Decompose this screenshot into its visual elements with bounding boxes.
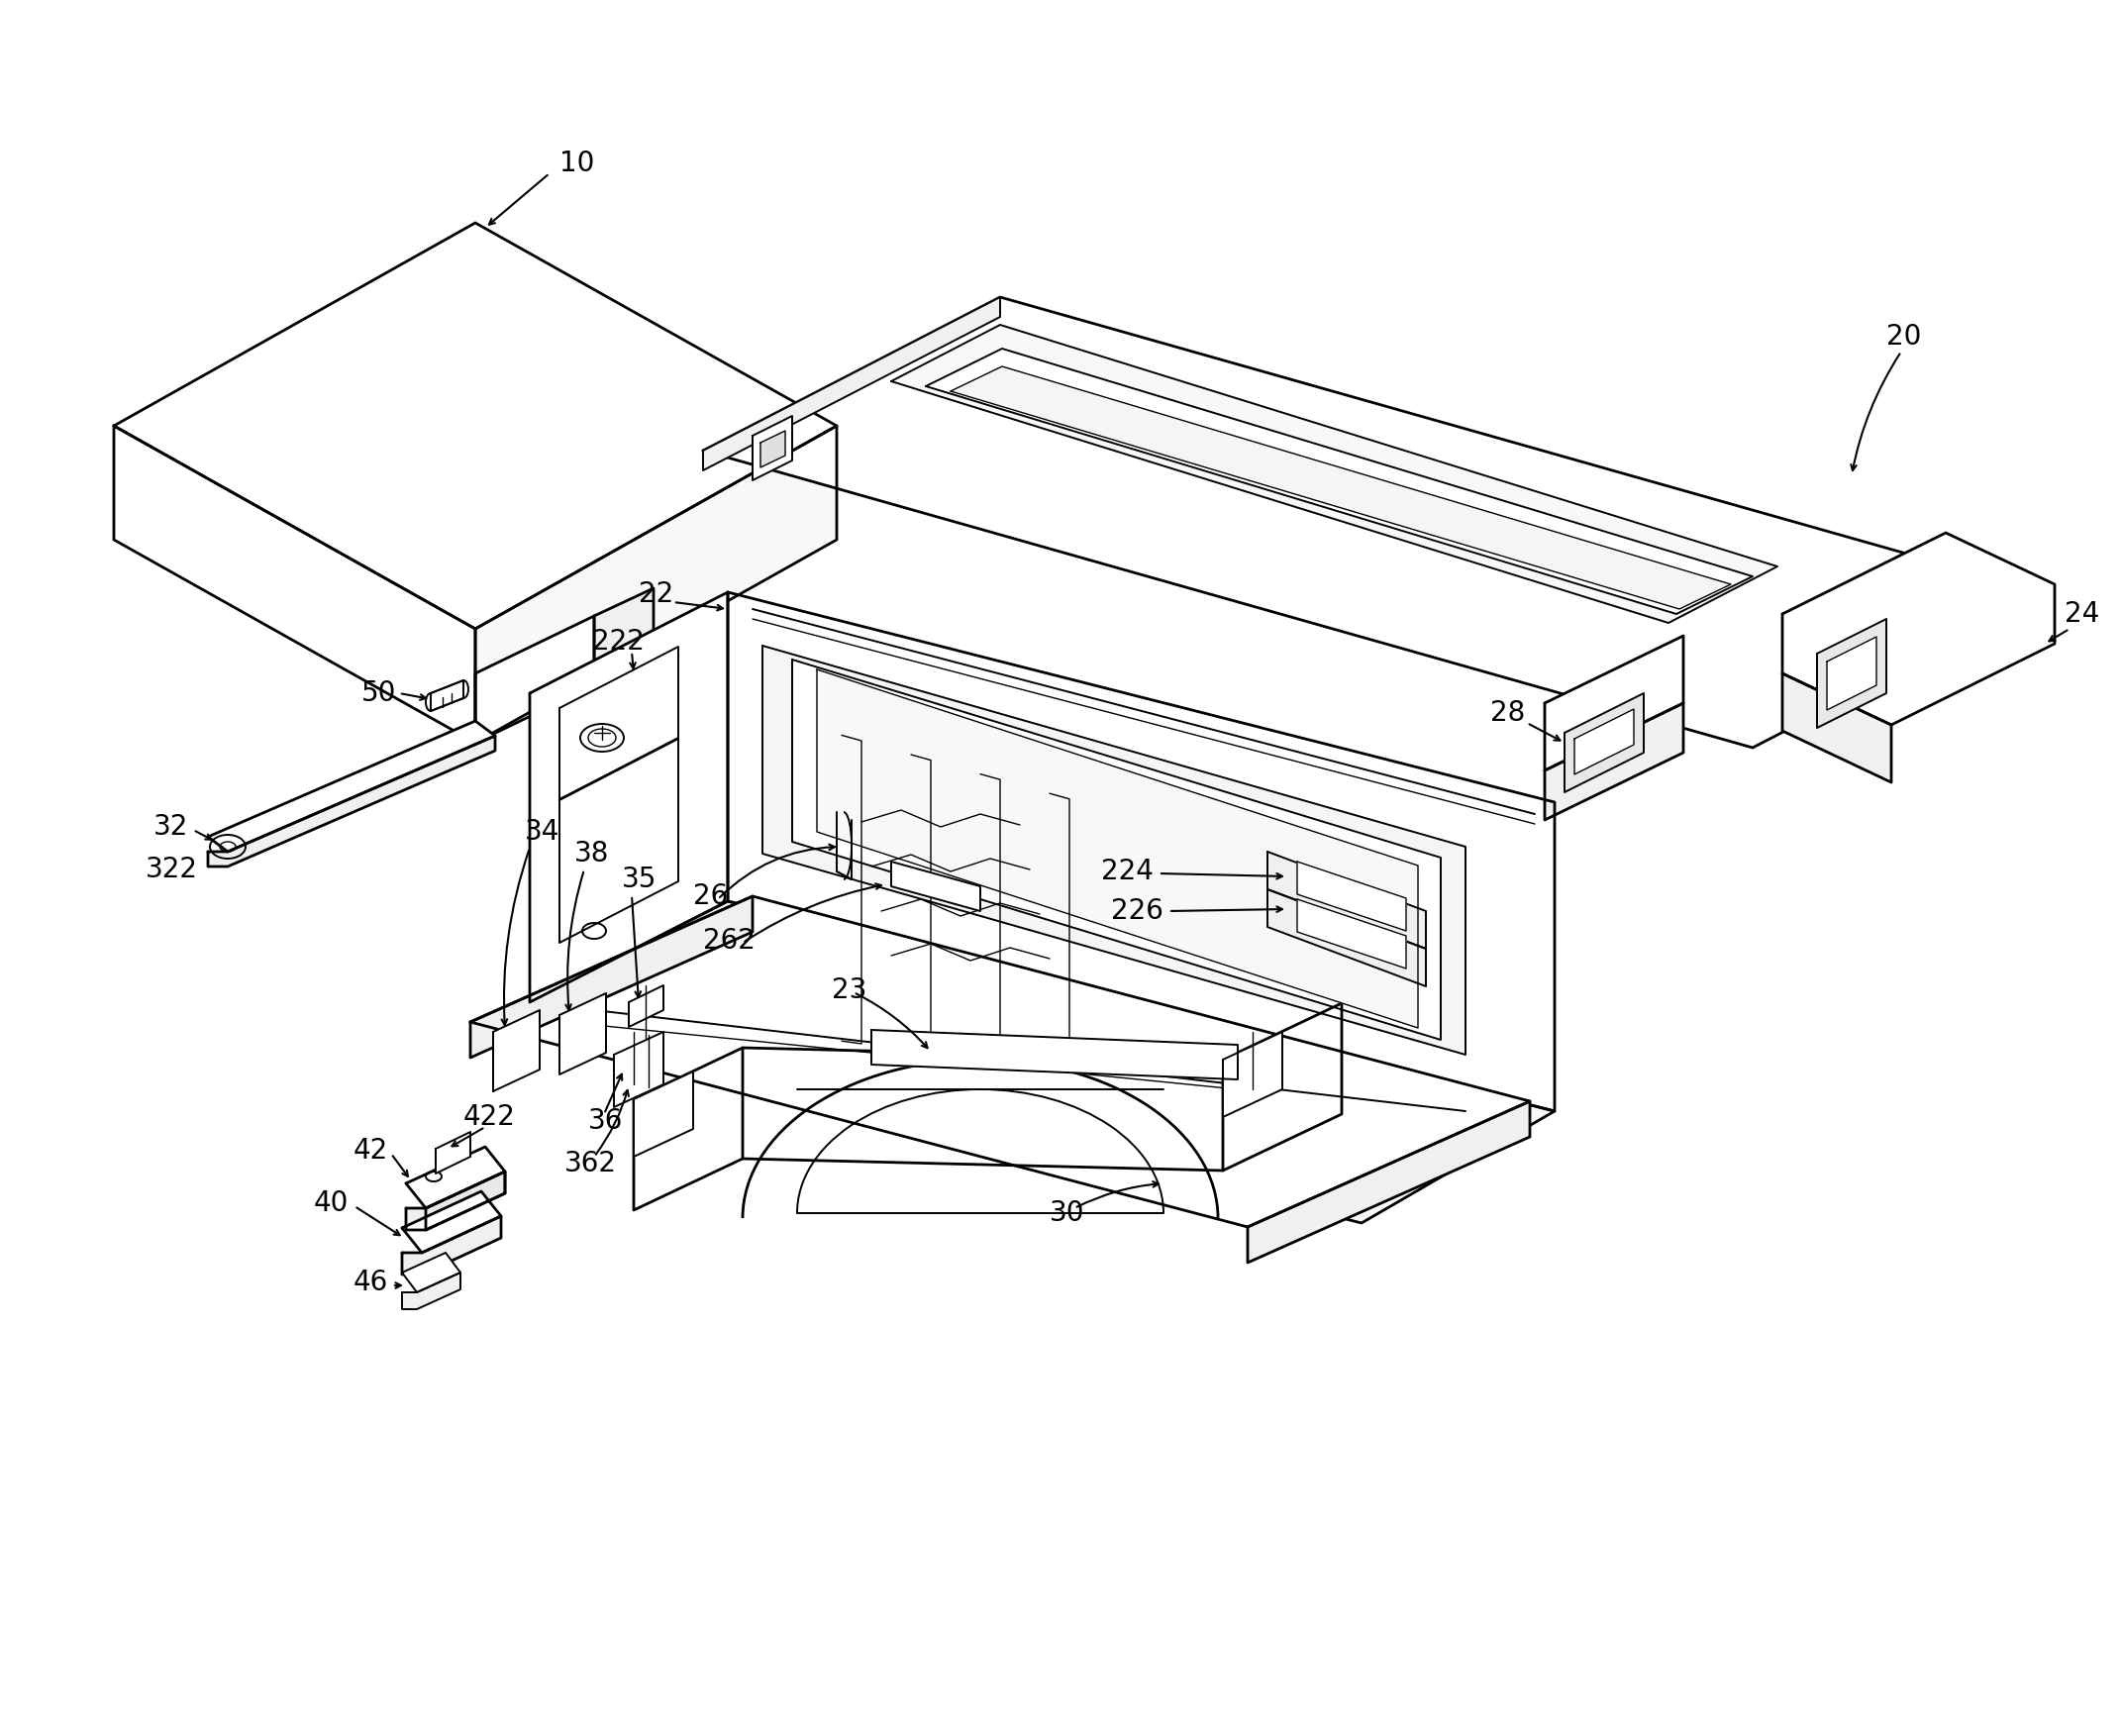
Polygon shape — [891, 861, 980, 911]
Polygon shape — [1222, 1031, 1282, 1116]
Polygon shape — [1267, 889, 1426, 986]
Polygon shape — [401, 1272, 460, 1309]
Polygon shape — [401, 1253, 460, 1292]
Polygon shape — [405, 1147, 505, 1208]
Polygon shape — [1248, 1101, 1530, 1262]
Text: 50: 50 — [361, 679, 397, 707]
Polygon shape — [1782, 533, 2054, 726]
Polygon shape — [634, 1071, 694, 1156]
Polygon shape — [427, 1172, 505, 1229]
Text: 322: 322 — [146, 856, 197, 884]
Polygon shape — [613, 1031, 664, 1108]
Text: 222: 222 — [592, 628, 645, 656]
Polygon shape — [594, 589, 654, 686]
Polygon shape — [628, 986, 664, 1028]
Polygon shape — [1545, 703, 1683, 819]
Text: 30: 30 — [1050, 1200, 1084, 1227]
Polygon shape — [560, 740, 679, 943]
Text: 22: 22 — [639, 580, 673, 608]
Text: 38: 38 — [575, 840, 609, 868]
Text: 24: 24 — [2065, 601, 2099, 628]
Text: 35: 35 — [622, 866, 658, 894]
Polygon shape — [401, 1191, 501, 1253]
Polygon shape — [401, 1217, 501, 1274]
Text: 36: 36 — [588, 1108, 624, 1135]
Polygon shape — [208, 736, 494, 866]
Polygon shape — [475, 425, 836, 743]
Polygon shape — [872, 1029, 1237, 1080]
Polygon shape — [760, 431, 785, 467]
Polygon shape — [115, 425, 475, 743]
Polygon shape — [560, 648, 679, 799]
Polygon shape — [1816, 620, 1886, 727]
Polygon shape — [1297, 899, 1407, 969]
Polygon shape — [925, 349, 1753, 615]
Polygon shape — [1222, 1003, 1341, 1170]
Text: 262: 262 — [702, 927, 755, 955]
Polygon shape — [1545, 635, 1683, 771]
Text: 40: 40 — [314, 1189, 348, 1217]
Text: 422: 422 — [463, 1102, 516, 1130]
Polygon shape — [702, 297, 999, 470]
Polygon shape — [560, 993, 607, 1075]
Polygon shape — [405, 1172, 505, 1229]
Polygon shape — [817, 670, 1417, 1028]
Text: 32: 32 — [153, 812, 189, 840]
Polygon shape — [492, 1010, 539, 1092]
Polygon shape — [728, 592, 1555, 1111]
Polygon shape — [208, 720, 494, 852]
Text: 226: 226 — [1112, 898, 1163, 925]
Polygon shape — [115, 222, 836, 628]
Polygon shape — [1782, 674, 1891, 783]
Polygon shape — [1267, 852, 1426, 948]
Text: 42: 42 — [352, 1137, 388, 1165]
Polygon shape — [475, 616, 594, 743]
Text: 34: 34 — [524, 818, 560, 845]
Polygon shape — [435, 1132, 471, 1174]
Text: 23: 23 — [832, 976, 866, 1003]
Polygon shape — [471, 896, 1530, 1227]
Text: 46: 46 — [352, 1269, 388, 1297]
Polygon shape — [431, 681, 463, 712]
Polygon shape — [471, 896, 753, 1057]
Polygon shape — [530, 592, 728, 1002]
Polygon shape — [634, 1049, 743, 1210]
Text: 28: 28 — [1490, 700, 1526, 727]
Polygon shape — [891, 325, 1778, 623]
Polygon shape — [1575, 708, 1634, 774]
Polygon shape — [1297, 861, 1407, 930]
Polygon shape — [1564, 693, 1645, 792]
Polygon shape — [762, 646, 1466, 1055]
Text: 26: 26 — [694, 882, 728, 910]
Text: 362: 362 — [564, 1149, 618, 1177]
Polygon shape — [792, 660, 1441, 1040]
Text: 10: 10 — [560, 149, 594, 177]
Polygon shape — [530, 901, 1555, 1224]
Polygon shape — [951, 366, 1732, 609]
Polygon shape — [1827, 637, 1876, 710]
Polygon shape — [753, 417, 792, 481]
Text: 224: 224 — [1101, 858, 1154, 885]
Polygon shape — [702, 297, 2050, 748]
Text: 20: 20 — [1886, 323, 1920, 351]
